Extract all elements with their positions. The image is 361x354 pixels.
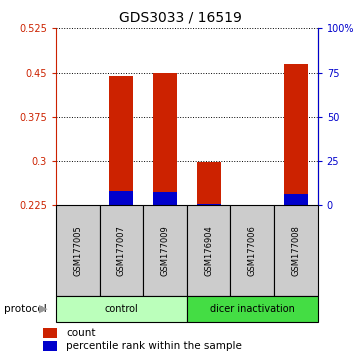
Text: GSM177006: GSM177006 <box>248 225 257 276</box>
Bar <box>43 327 57 338</box>
Text: control: control <box>105 304 138 314</box>
Bar <box>284 194 308 205</box>
Text: ▶: ▶ <box>39 304 48 314</box>
Text: percentile rank within the sample: percentile rank within the sample <box>66 341 242 351</box>
FancyBboxPatch shape <box>187 296 318 322</box>
Bar <box>284 64 308 205</box>
Text: GDS3033 / 16519: GDS3033 / 16519 <box>119 11 242 25</box>
Text: GSM177008: GSM177008 <box>291 225 300 276</box>
FancyBboxPatch shape <box>56 205 100 296</box>
FancyBboxPatch shape <box>187 205 230 296</box>
Bar <box>43 341 57 351</box>
FancyBboxPatch shape <box>100 205 143 296</box>
Bar <box>197 204 221 205</box>
Bar <box>109 76 133 205</box>
Text: GSM177005: GSM177005 <box>73 225 82 276</box>
Text: GSM176904: GSM176904 <box>204 225 213 276</box>
FancyBboxPatch shape <box>274 205 318 296</box>
FancyBboxPatch shape <box>143 205 187 296</box>
Text: dicer inactivation: dicer inactivation <box>210 304 295 314</box>
Text: GSM177007: GSM177007 <box>117 225 126 276</box>
Bar <box>153 73 177 205</box>
Text: count: count <box>66 327 96 338</box>
Bar <box>153 192 177 205</box>
FancyBboxPatch shape <box>56 296 187 322</box>
Bar <box>109 190 133 205</box>
Text: GSM177009: GSM177009 <box>161 225 170 276</box>
Bar <box>197 162 221 205</box>
Text: protocol: protocol <box>4 304 46 314</box>
FancyBboxPatch shape <box>230 205 274 296</box>
